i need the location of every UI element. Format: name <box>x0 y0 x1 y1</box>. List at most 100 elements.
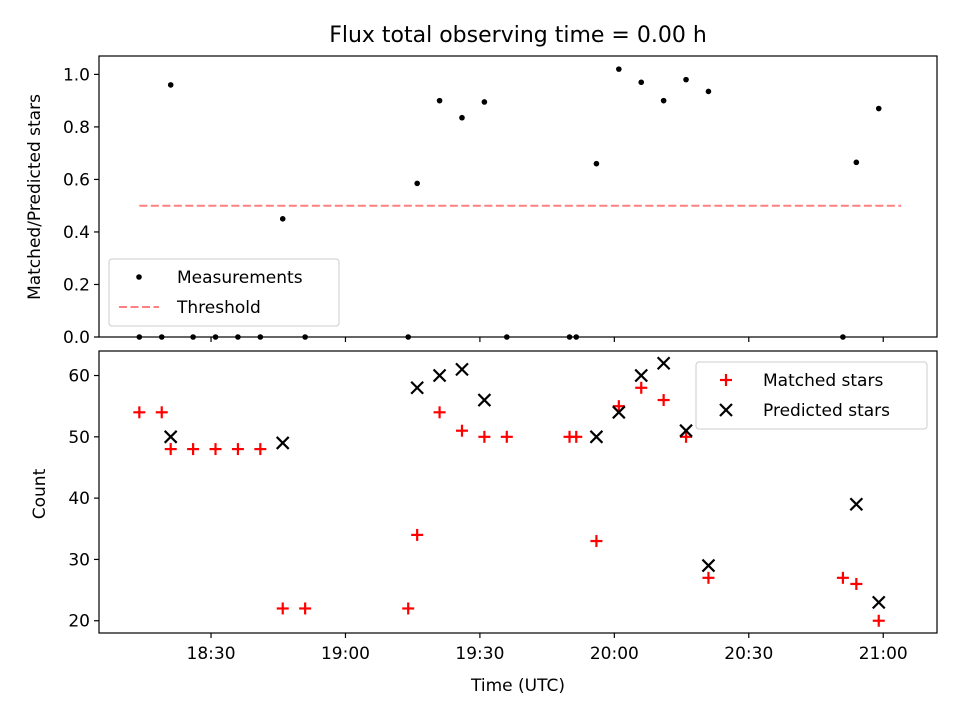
top-measurement-point <box>481 99 488 105</box>
top-y-axis-label: Matched/Predicted stars <box>25 94 45 300</box>
bottom-matched-point <box>209 443 222 456</box>
x-diag-b <box>432 368 447 383</box>
legend-matched-label: Matched stars <box>763 371 883 391</box>
top-axes-frame <box>98 55 938 338</box>
top-y-tick-label: 0.8 <box>63 118 90 138</box>
bottom-matched-point <box>164 443 177 456</box>
bottom-matched-point <box>570 430 583 443</box>
bottom-matched-point <box>455 424 468 437</box>
legend-predicted-marker <box>719 403 733 417</box>
top-measurement-point <box>459 114 465 121</box>
bottom-x-tick-label: 18:30 <box>187 644 236 664</box>
bottom-matched-point <box>299 602 312 615</box>
bottom-matched-point <box>478 430 491 443</box>
bottom-predicted-point <box>455 362 469 377</box>
bottom-matched-point <box>133 406 146 419</box>
bottom-panel: 20 30 40 50 60 18:30 19:00 19:30 20:00 20:30 21:00 <box>68 350 938 664</box>
legend-measurements-marker <box>136 274 142 280</box>
top-measurement-point <box>660 97 667 104</box>
top-legend: Measurements Threshold <box>108 258 340 327</box>
bottom-matched-point <box>231 443 244 456</box>
legend-threshold-label: Threshold <box>176 298 261 318</box>
legend-matched-marker <box>720 374 732 386</box>
bottom-matched-point <box>702 571 715 584</box>
top-y-tick-label: 0.2 <box>63 275 90 295</box>
bottom-axes-frame <box>98 350 938 634</box>
bottom-matched-point <box>635 381 648 394</box>
top-measurement-point <box>875 105 882 112</box>
bottom-x-tick-label: 19:00 <box>321 644 370 664</box>
x-diag-b <box>849 497 864 512</box>
x-diag-b <box>455 362 469 377</box>
x-diag-b <box>679 423 693 438</box>
bottom-y-tick-label: 60 <box>68 367 90 387</box>
top-legend-box <box>108 258 340 327</box>
bottom-y-tick-label: 30 <box>68 550 90 570</box>
bottom-legend: Matched stars Predicted stars <box>695 361 928 430</box>
x-diag-b <box>477 393 492 407</box>
bottom-x-tick-label: 21:00 <box>859 644 908 664</box>
bottom-predicted-point <box>477 393 492 407</box>
legend-measurements-label: Measurements <box>177 268 303 288</box>
top-measurement-point <box>436 97 443 104</box>
bottom-matched-point <box>500 430 513 443</box>
top-y-tick-label: 0.6 <box>63 170 90 190</box>
bottom-x-tick-label: 20:30 <box>724 644 773 664</box>
top-y-tick-label: 1.0 <box>63 65 90 85</box>
top-measurement-point <box>616 66 622 72</box>
bottom-predicted-point <box>634 368 649 383</box>
bottom-matched-point <box>872 614 885 627</box>
bottom-y-tick-label: 20 <box>68 612 90 632</box>
top-panel: 0.0 0.2 0.4 0.6 0.8 1.0 <box>63 55 938 348</box>
top-measurement-point <box>593 160 600 167</box>
top-measurement-point <box>414 180 420 187</box>
bottom-y-axis-label: Count <box>30 468 50 519</box>
x-diag-b <box>871 595 886 610</box>
top-y-tick-label: 0.4 <box>63 223 90 243</box>
bottom-predicted-point <box>275 436 290 450</box>
bottom-matched-point <box>836 571 849 584</box>
bottom-predicted-point <box>432 368 447 383</box>
bottom-matched-point <box>411 528 424 541</box>
bottom-matched-point <box>590 535 603 548</box>
bottom-matched-point <box>612 400 625 413</box>
chart-title: Flux total observing time = 0.00 h <box>329 23 707 48</box>
x-diag-b <box>701 558 716 573</box>
x-diag-b <box>275 436 290 450</box>
bottom-predicted-point <box>410 381 424 395</box>
x-diag-b <box>163 430 178 444</box>
bottom-legend-box <box>695 361 928 430</box>
top-measurement-point <box>705 88 712 95</box>
top-measurement-point <box>683 76 689 83</box>
bottom-matched-point <box>187 443 200 456</box>
bottom-matched-point <box>402 602 415 615</box>
bottom-y-tick-label: 40 <box>68 489 90 509</box>
top-measurement-point <box>279 216 286 222</box>
bottom-predicted-point <box>849 497 864 512</box>
x-diag-b <box>656 356 671 371</box>
x-diag-b <box>612 405 626 420</box>
bottom-predicted-point <box>589 430 604 444</box>
bottom-matched-point <box>254 443 267 456</box>
bottom-predicted-point <box>871 595 886 610</box>
x-diag-b <box>410 381 424 395</box>
bottom-predicted-point <box>701 558 716 573</box>
bottom-predicted-point <box>656 356 671 371</box>
bottom-matched-point <box>680 430 693 443</box>
bottom-x-tick-label: 20:00 <box>590 644 639 664</box>
bottom-matched-point <box>850 577 863 590</box>
bottom-predicted-point <box>679 423 693 438</box>
bottom-matched-point <box>155 406 168 419</box>
bottom-predicted-point <box>612 405 626 420</box>
bottom-x-tick-label: 19:30 <box>455 644 504 664</box>
x-diag-b <box>634 368 649 383</box>
top-measurement-point <box>638 79 645 86</box>
x-axis-label: Time (UTC) <box>470 676 565 696</box>
top-measurement-point <box>853 159 860 166</box>
bottom-y-tick-label: 50 <box>68 428 90 448</box>
x-diag-b <box>589 430 604 444</box>
legend-predicted-label: Predicted stars <box>763 401 890 421</box>
bottom-matched-point <box>433 406 446 419</box>
